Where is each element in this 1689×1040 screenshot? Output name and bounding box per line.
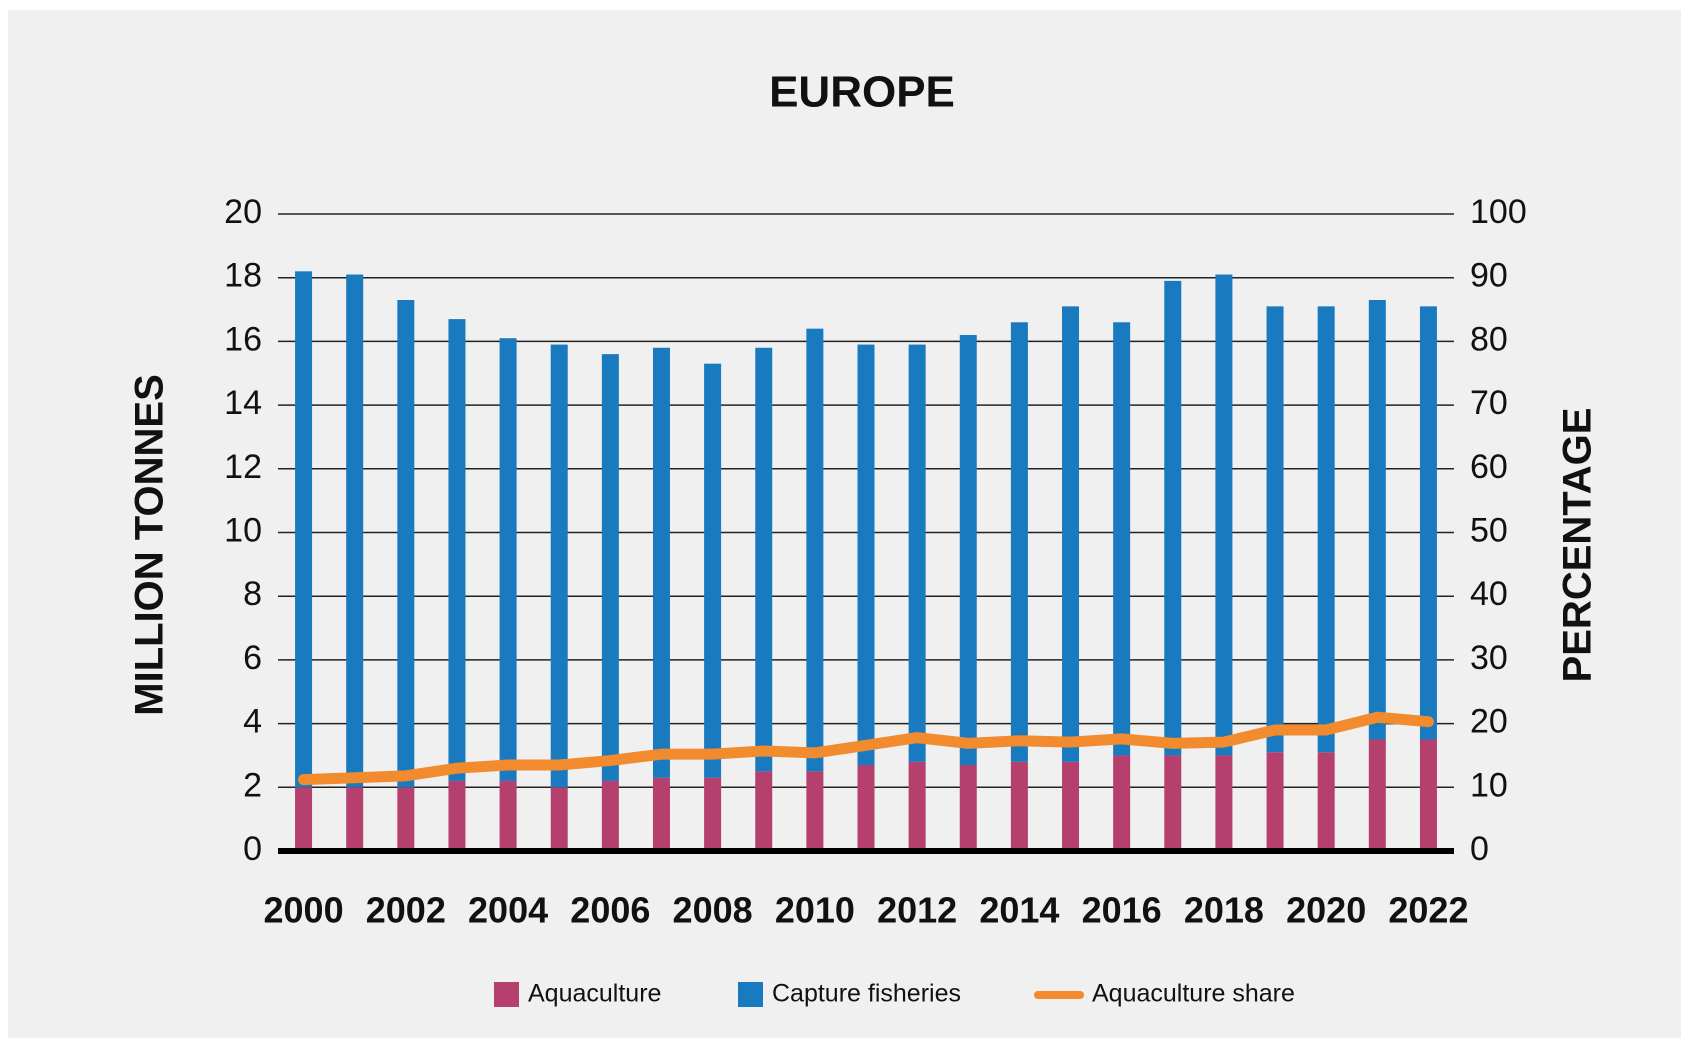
y-tick-label: 14 xyxy=(224,384,262,422)
x-tick-label: 2006 xyxy=(570,890,650,931)
bar xyxy=(806,771,824,851)
y2-tick-label: 60 xyxy=(1470,448,1508,486)
bar xyxy=(499,338,517,781)
bar xyxy=(1317,752,1335,851)
legend-label: Aquaculture xyxy=(528,980,661,1008)
bar xyxy=(601,354,619,781)
bar xyxy=(601,780,619,851)
chart-title: EUROPE xyxy=(769,68,955,117)
y2-tick-label: 30 xyxy=(1470,639,1508,677)
y-tick-label: 10 xyxy=(224,511,262,549)
bar xyxy=(755,347,773,772)
y2-tick-label: 70 xyxy=(1470,384,1508,422)
bar xyxy=(652,777,670,851)
bar xyxy=(1215,274,1233,756)
x-tick-label: 2004 xyxy=(468,890,548,931)
x-tick-label: 2002 xyxy=(366,890,446,931)
x-tick-label: 2014 xyxy=(979,890,1059,931)
x-tick-label: 2016 xyxy=(1082,890,1162,931)
bar xyxy=(397,299,415,788)
y-tick-label: 12 xyxy=(224,448,262,486)
y2-tick-label: 10 xyxy=(1470,766,1508,804)
x-tick-label: 2000 xyxy=(264,890,344,931)
y2-tick-label: 100 xyxy=(1470,193,1527,231)
bar xyxy=(1062,306,1080,762)
y2-tick-label: 90 xyxy=(1470,257,1508,295)
y-tick-label: 20 xyxy=(224,193,262,231)
x-tick-label: 2012 xyxy=(877,890,957,931)
bar xyxy=(1010,322,1028,762)
bar xyxy=(1266,306,1284,753)
bar xyxy=(704,777,722,851)
bar xyxy=(1215,755,1233,851)
bar xyxy=(1113,322,1131,756)
bar xyxy=(857,765,875,851)
y2-axis-label: PERCENTAGE xyxy=(1556,408,1600,683)
bar xyxy=(652,347,670,778)
bar xyxy=(499,780,517,851)
bar xyxy=(448,780,466,851)
bar xyxy=(1010,761,1028,851)
bar xyxy=(806,328,824,772)
bar xyxy=(1368,299,1386,740)
bar xyxy=(1113,755,1131,851)
legend-label: Aquaculture share xyxy=(1092,980,1295,1008)
bar xyxy=(755,771,773,851)
background xyxy=(8,10,1681,1038)
bar xyxy=(295,271,313,788)
bar xyxy=(1164,280,1182,756)
y-tick-label: 2 xyxy=(243,766,262,804)
x-tick-label: 2018 xyxy=(1184,890,1264,931)
y-tick-label: 0 xyxy=(243,830,262,868)
bar xyxy=(1419,739,1437,851)
bar xyxy=(1368,739,1386,851)
legend-swatch xyxy=(494,982,519,1007)
line xyxy=(298,711,1434,786)
y2-tick-label: 50 xyxy=(1470,511,1508,549)
legend-label: Capture fisheries xyxy=(772,980,961,1008)
y-tick-label: 4 xyxy=(243,703,262,741)
bar xyxy=(550,787,568,851)
bar xyxy=(448,319,466,781)
bar xyxy=(908,761,926,851)
bar xyxy=(1317,306,1335,753)
bar xyxy=(1266,752,1284,851)
bar xyxy=(1419,306,1437,740)
bar xyxy=(550,344,568,788)
bar xyxy=(959,765,977,851)
bar xyxy=(908,344,926,762)
y-tick-label: 16 xyxy=(224,320,262,358)
x-tick-label: 2020 xyxy=(1286,890,1366,931)
bar xyxy=(1164,755,1182,851)
bar xyxy=(704,363,722,778)
y2-tick-label: 40 xyxy=(1470,575,1508,613)
x-tick-label: 2008 xyxy=(673,890,753,931)
y2-tick-label: 0 xyxy=(1470,830,1489,868)
y-tick-label: 18 xyxy=(224,257,262,295)
y2-tick-label: 20 xyxy=(1470,703,1508,741)
bar xyxy=(397,787,415,851)
y2-tick-label: 80 xyxy=(1470,320,1508,358)
bar xyxy=(346,787,364,851)
bar xyxy=(1062,761,1080,851)
legend-swatch xyxy=(738,982,763,1007)
bar xyxy=(295,787,313,851)
y-tick-label: 6 xyxy=(243,639,262,677)
bar xyxy=(959,335,977,766)
y-axis-label: MILLION TONNES xyxy=(128,374,172,715)
bar xyxy=(857,344,875,766)
x-tick-label: 2022 xyxy=(1388,890,1468,931)
x-tick-label: 2010 xyxy=(775,890,855,931)
y-tick-label: 8 xyxy=(243,575,262,613)
bar xyxy=(346,274,364,788)
